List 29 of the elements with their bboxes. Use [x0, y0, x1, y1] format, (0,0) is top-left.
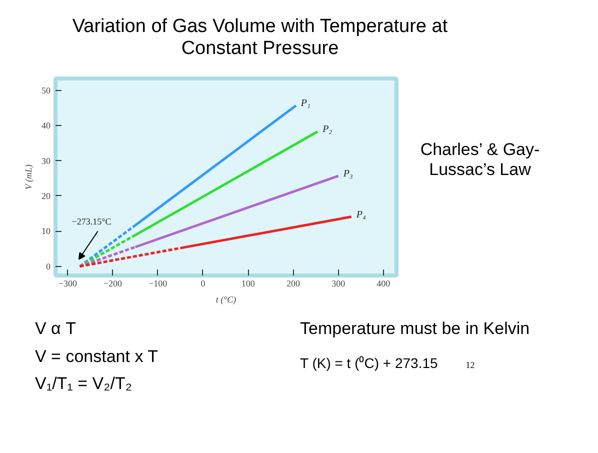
text: Charles’ & Gay-Lussac’s Law [419, 139, 540, 180]
y-tick-label: 40 [42, 120, 51, 131]
text: T (K) = t (⁰C) + 273.15 [300, 354, 438, 371]
text: Temperature must be in Kelvin [300, 319, 530, 339]
x-tick-label: 0 [200, 278, 206, 288]
x-axis-title: t (°C) [216, 294, 236, 304]
series-label: P₁ [300, 98, 311, 110]
y-tick-label: 50 [42, 85, 51, 96]
x-tick-label: −100 [148, 278, 168, 288]
series-label: P₃ [342, 168, 354, 180]
y-tick-label: 20 [42, 190, 51, 201]
x-tick-label: −300 [58, 278, 78, 288]
text: V α T [35, 319, 77, 339]
text: V₁/T₁ = V₂/T₂ [35, 374, 133, 394]
y-tick-label: 0 [46, 261, 51, 272]
series-label: P₄ [355, 209, 367, 220]
chart-title: Variation of Gas Volume with Temperature at Constant Pressure [71, 15, 449, 60]
text: V = constant x T [35, 346, 158, 366]
x-tick-label: 300 [332, 278, 346, 288]
x-tick-label: −200 [103, 278, 123, 288]
x-tick-label: 200 [286, 278, 300, 288]
annotation: −273.15°C [72, 216, 112, 226]
text: 12 [466, 360, 475, 370]
x-tick-label: 100 [241, 278, 256, 288]
x-tick-label: 400 [376, 278, 391, 288]
y-tick-label: 30 [42, 156, 51, 166]
series-label: P₂ [322, 124, 333, 136]
y-tick-label: 10 [42, 226, 51, 236]
y-axis-title: V (mL) [24, 164, 34, 190]
